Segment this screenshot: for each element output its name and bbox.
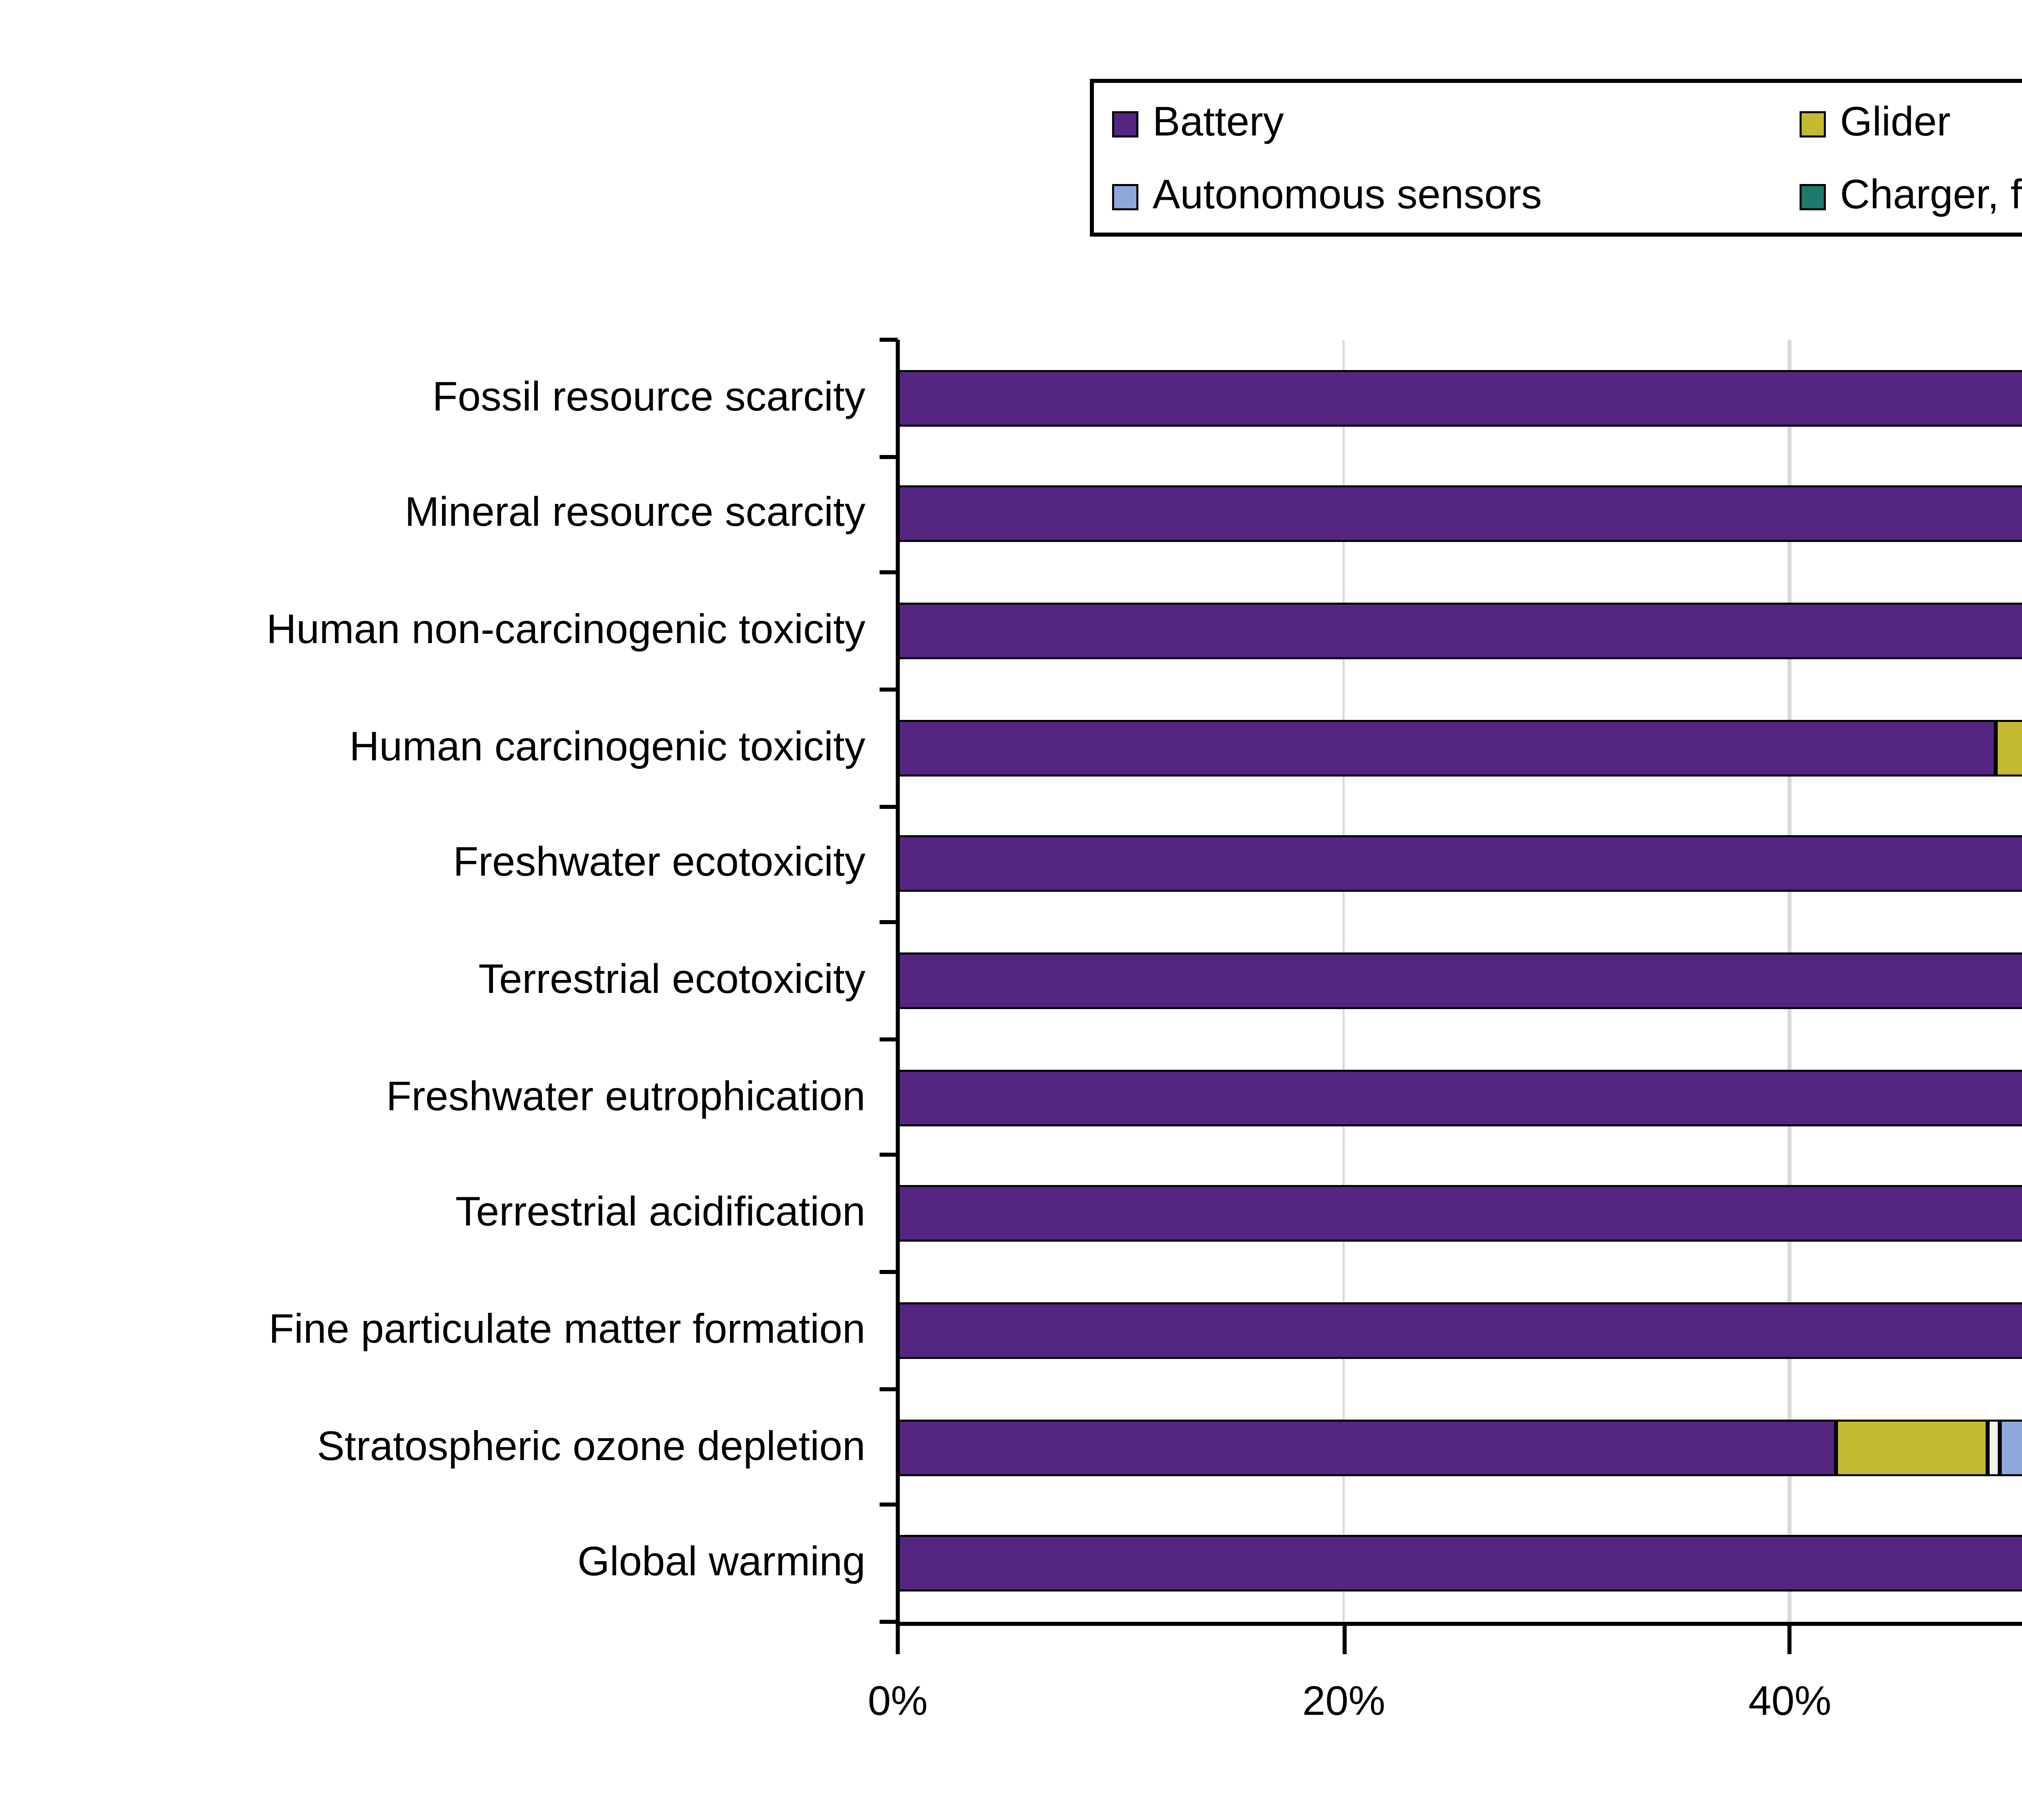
bar-row	[898, 952, 2022, 1009]
category-label: Fossil resource scarcity	[432, 374, 865, 421]
category-label: Terrestrial ecotoxicity	[478, 957, 865, 1003]
legend-item: Glider	[1800, 97, 1950, 150]
x-tick-label: 20%	[1302, 1678, 1385, 1725]
category-label: Human non-carcinogenic toxicity	[266, 607, 865, 654]
y-tick	[880, 571, 898, 575]
y-tick	[880, 1270, 898, 1274]
bar-row	[898, 486, 2022, 543]
x-tick-label: 0%	[867, 1678, 928, 1725]
x-tick	[1341, 1626, 1346, 1654]
category-label: Global warming	[577, 1539, 865, 1586]
legend-label: Battery	[1153, 99, 1284, 146]
category-label: Mineral resource scarcity	[404, 490, 865, 537]
y-tick	[880, 454, 898, 459]
category-label: Fine particulate matter formation	[269, 1306, 865, 1353]
y-tick	[880, 920, 898, 925]
legend-item: Autonomous sensors	[1112, 170, 1542, 222]
bar-segment-glider	[1995, 719, 2022, 776]
bar-row	[898, 1535, 2022, 1592]
x-tick	[896, 1626, 900, 1654]
category-label: Human carcinogenic toxicity	[349, 723, 865, 770]
category-label: Stratospheric ozone depletion	[317, 1422, 865, 1469]
bar-row	[898, 1302, 2022, 1359]
y-tick	[880, 1503, 898, 1507]
legend: BatteryGliderMotorAutonomous sensorsChar…	[1090, 79, 2022, 237]
bar-row	[898, 1418, 2022, 1475]
x-tick	[1787, 1626, 1792, 1654]
legend-swatch-autonomous-sensors	[1112, 183, 1138, 210]
y-tick	[880, 1153, 898, 1158]
category-label: Freshwater eutrophication	[386, 1073, 865, 1120]
category-label: Freshwater ecotoxicity	[453, 840, 865, 887]
legend-label: Autonomous sensors	[1153, 172, 1542, 218]
bar-segment-battery	[898, 486, 2022, 543]
bar-segment-glider	[1836, 1418, 1988, 1475]
category-label: Terrestrial acidification	[455, 1189, 865, 1236]
y-tick	[880, 1037, 898, 1041]
bar-segment-motor	[1988, 1418, 2000, 1475]
bar-segment-battery	[898, 603, 2022, 660]
bar-row	[898, 719, 2022, 776]
y-tick	[880, 687, 898, 692]
bar-segment-battery	[898, 1418, 1837, 1475]
bar-segment-battery	[898, 952, 2022, 1009]
legend-swatch-charger-fast-charger	[1800, 183, 1826, 210]
bar-segment-battery	[898, 1302, 2022, 1359]
y-tick	[880, 338, 898, 342]
bar-segment-battery	[898, 719, 1995, 776]
bar-row	[898, 1185, 2022, 1242]
legend-item: Battery	[1112, 97, 1284, 150]
bar-segment-battery	[898, 1185, 2022, 1242]
bar-row	[898, 370, 2022, 427]
bar-row	[898, 603, 2022, 660]
bar-row	[898, 836, 2022, 893]
bar-segment-autonomous-sensors	[1999, 1418, 2022, 1475]
legend-swatch-glider	[1800, 110, 1826, 137]
bar-segment-battery	[898, 370, 2022, 427]
y-tick	[880, 1620, 898, 1624]
bar-segment-battery	[898, 836, 2022, 893]
x-tick-label: 40%	[1748, 1678, 1832, 1725]
legend-swatch-battery	[1112, 110, 1138, 137]
legend-label: Glider	[1840, 99, 1951, 146]
y-tick	[880, 804, 898, 808]
bar-row	[898, 1069, 2022, 1126]
x-axis-line	[896, 1622, 2022, 1626]
bar-segment-battery	[898, 1069, 2022, 1126]
bar-segment-battery	[898, 1535, 2022, 1592]
y-tick	[880, 1386, 898, 1391]
legend-item: Charger, fast charger	[1800, 170, 2022, 222]
legend-label: Charger, fast charger	[1840, 172, 2022, 218]
